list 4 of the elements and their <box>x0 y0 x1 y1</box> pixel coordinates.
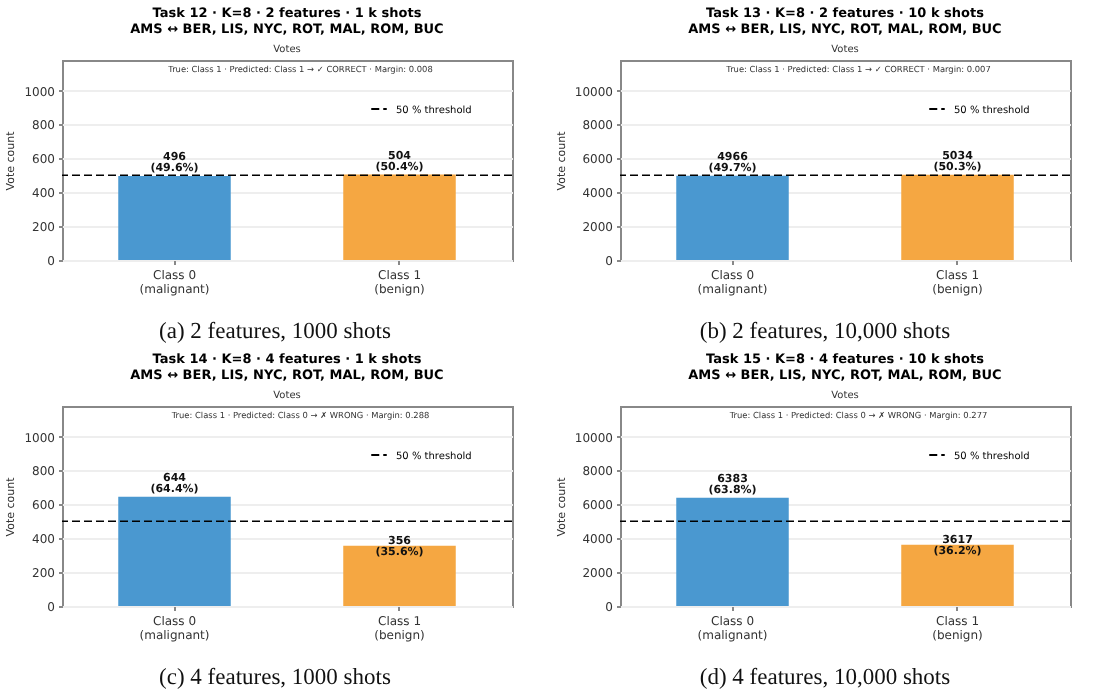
text: (d) 4 features, 10,000 shots <box>697 666 953 690</box>
text: (a) 2 features, 1000 shots <box>157 320 393 344</box>
text: (b) 2 features, 10,000 shots <box>697 320 953 344</box>
text: (c) 4 features, 1000 shots <box>157 666 393 690</box>
